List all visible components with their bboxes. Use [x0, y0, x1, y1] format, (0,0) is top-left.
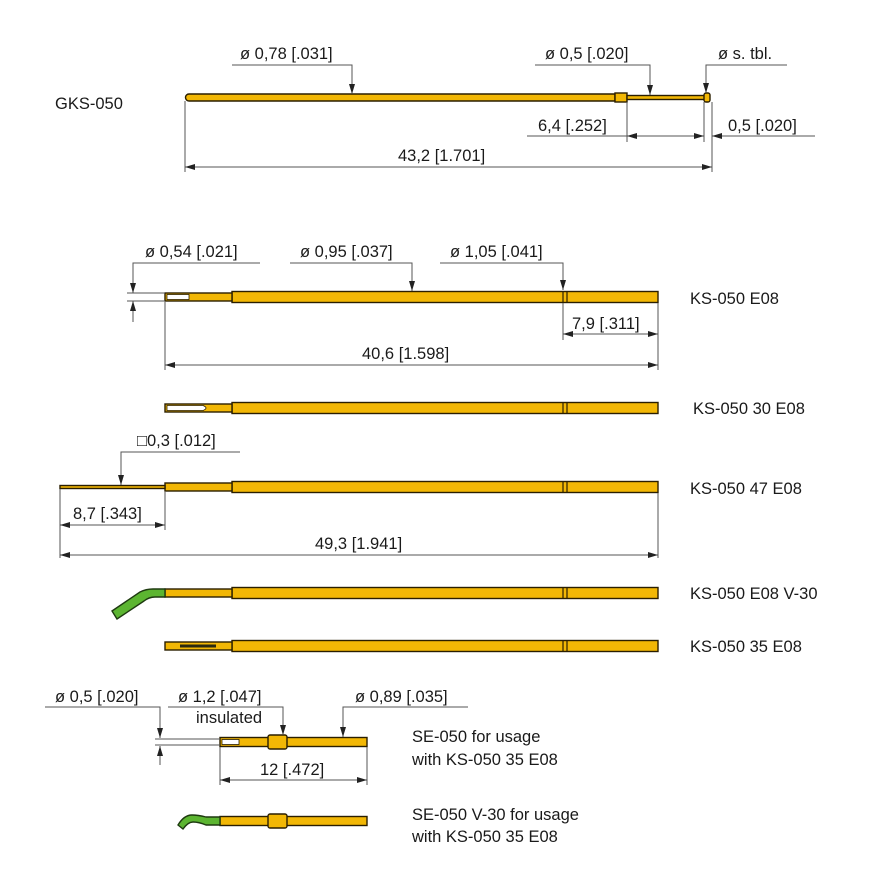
ks-dia-body: ø 0,95 [.037] — [300, 243, 393, 261]
ks-dia-ring: ø 1,05 [.041] — [450, 243, 543, 261]
ks-050-e08-v30-group: KS-050 E08 V-30 — [111, 585, 818, 620]
se-050-group: ø 0,5 [.020] ø 1,2 [.047] insulated ø 0,… — [45, 688, 558, 785]
ks-050-47-e08-label: KS-050 47 E08 — [690, 480, 802, 498]
se-dia-collar: ø 1,2 [.047] — [178, 688, 261, 706]
se-050-label-line2: with KS-050 35 E08 — [411, 751, 558, 769]
gks-len-total: 43,2 [1.701] — [398, 147, 485, 165]
ks-len-wire: 8,7 [.343] — [73, 505, 142, 523]
se-collar-note: insulated — [196, 709, 262, 727]
gks-len-tip: 6,4 [.252] — [538, 117, 607, 135]
se-050-v30-label-line2: with KS-050 35 E08 — [411, 828, 558, 846]
se-050-label-line1: SE-050 for usage — [412, 728, 540, 746]
ks-050-e08-label: KS-050 E08 — [690, 290, 779, 308]
se-dia-body: ø 0,89 [.035] — [355, 688, 448, 706]
ks-050-47-e08-group: KS-050 47 E08 □0,3 [.012] 8,7 [.343] 49,… — [59, 432, 802, 558]
se-dia-tip: ø 0,5 [.020] — [55, 688, 138, 706]
gks-dia-tip: ø 0,5 [.020] — [545, 45, 628, 63]
gks-dia-body: ø 0,78 [.031] — [240, 45, 333, 63]
ks-050-e08-probe — [164, 290, 659, 304]
ks-050-30-e08-label: KS-050 30 E08 — [693, 400, 805, 418]
gks-050-label: GKS-050 — [55, 95, 123, 113]
se-len-total: 12 [.472] — [260, 761, 324, 779]
ks-050-30-e08-group: KS-050 30 E08 — [164, 400, 805, 418]
se-050-v30-group: SE-050 V-30 for usage with KS-050 35 E08 — [177, 806, 579, 846]
ks-050-35-e08-group: KS-050 35 E08 — [164, 638, 802, 656]
ks-len-total-47: 49,3 [1.941] — [315, 535, 402, 553]
ks-050-e08-group: KS-050 E08 ø 0,54 [.021] ø 0,95 [.037] ø… — [127, 243, 779, 370]
ks-050-35-e08-label: KS-050 35 E08 — [690, 638, 802, 656]
ks-wire-square: □0,3 [.012] — [137, 432, 216, 450]
ks-dia-plunger: ø 0,54 [.021] — [145, 243, 238, 261]
gks-len-head: 0,5 [.020] — [728, 117, 797, 135]
gks-050-probe — [184, 92, 711, 103]
gks-dia-head: ø s. tbl. — [718, 45, 772, 63]
ks-len-total: 40,6 [1.598] — [362, 345, 449, 363]
ks-050-e08-v30-label: KS-050 E08 V-30 — [690, 585, 818, 603]
gks-050-group: GKS-050 ø 0,78 [.031] ø 0,5 [.020] ø s. … — [55, 45, 815, 172]
se-050-v30-label-line1: SE-050 V-30 for usage — [412, 806, 579, 824]
ks-len-ring: 7,9 [.311] — [572, 315, 640, 333]
